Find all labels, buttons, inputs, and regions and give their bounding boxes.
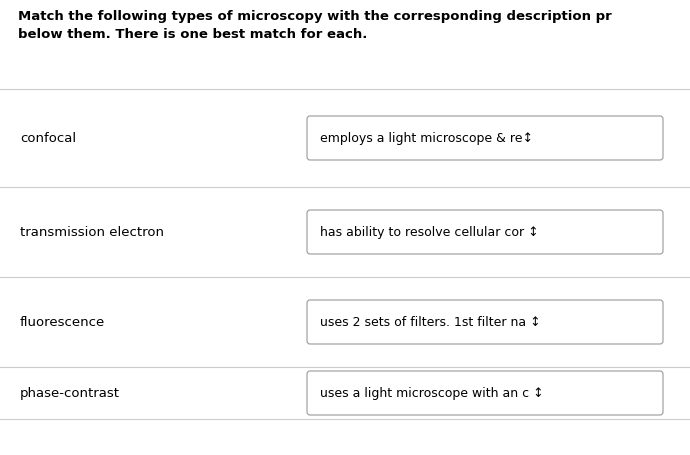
Text: uses a light microscope with an c ↕: uses a light microscope with an c ↕: [320, 387, 544, 399]
Text: uses 2 sets of filters. 1st filter na ↕: uses 2 sets of filters. 1st filter na ↕: [320, 316, 541, 329]
Text: phase-contrast: phase-contrast: [20, 387, 120, 399]
Text: confocal: confocal: [20, 132, 76, 145]
Text: below them. There is one best match for each.: below them. There is one best match for …: [18, 28, 367, 41]
FancyBboxPatch shape: [307, 300, 663, 344]
Text: has ability to resolve cellular cor ↕: has ability to resolve cellular cor ↕: [320, 226, 539, 239]
FancyBboxPatch shape: [307, 371, 663, 415]
FancyBboxPatch shape: [307, 117, 663, 161]
Text: employs a light microscope & re↕: employs a light microscope & re↕: [320, 132, 533, 145]
Text: Match the following types of microscopy with the corresponding description pr: Match the following types of microscopy …: [18, 10, 612, 23]
FancyBboxPatch shape: [307, 211, 663, 254]
Text: transmission electron: transmission electron: [20, 226, 164, 239]
Text: fluorescence: fluorescence: [20, 316, 106, 329]
